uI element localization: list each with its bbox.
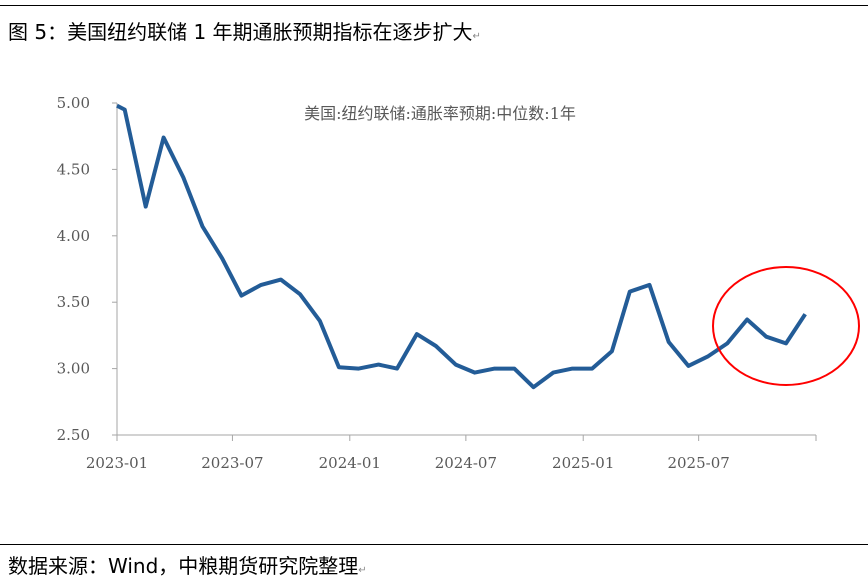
x-tick-label: 2024-07 <box>435 454 497 472</box>
legend-label: 美国:纽约联储:通胀率预期:中位数:1年 <box>304 104 576 123</box>
paragraph-mark: ↵ <box>358 565 366 576</box>
source-note: 数据来源：Wind，中粮期货研究院整理↵ <box>8 550 367 579</box>
x-tick-label: 2025-07 <box>667 454 729 472</box>
y-tick-label: 5.00 <box>57 94 90 112</box>
x-tick-label: 2023-07 <box>201 454 263 472</box>
y-tick-label: 3.00 <box>57 360 90 378</box>
x-tick-label: 2025-01 <box>552 454 614 472</box>
x-axis: 2023-01 2023-07 2024-01 2024-07 2025-01 2025-… <box>86 435 816 472</box>
series-line <box>117 106 805 388</box>
y-tick-label: 4.00 <box>57 227 90 245</box>
source-text: 数据来源：Wind，中粮期货研究院整理 <box>8 554 358 578</box>
y-tick-label: 3.50 <box>57 293 90 311</box>
series <box>117 106 805 388</box>
y-tick-label: 2.50 <box>57 426 90 444</box>
bottom-rule <box>0 544 868 545</box>
y-tick-label: 4.50 <box>57 160 90 178</box>
y-axis: 5.00 4.50 4.00 3.50 3.00 2.50 <box>57 94 117 444</box>
x-tick-label: 2024-01 <box>319 454 381 472</box>
highlight-ellipse <box>713 267 859 385</box>
x-tick-label: 2023-01 <box>86 454 148 472</box>
